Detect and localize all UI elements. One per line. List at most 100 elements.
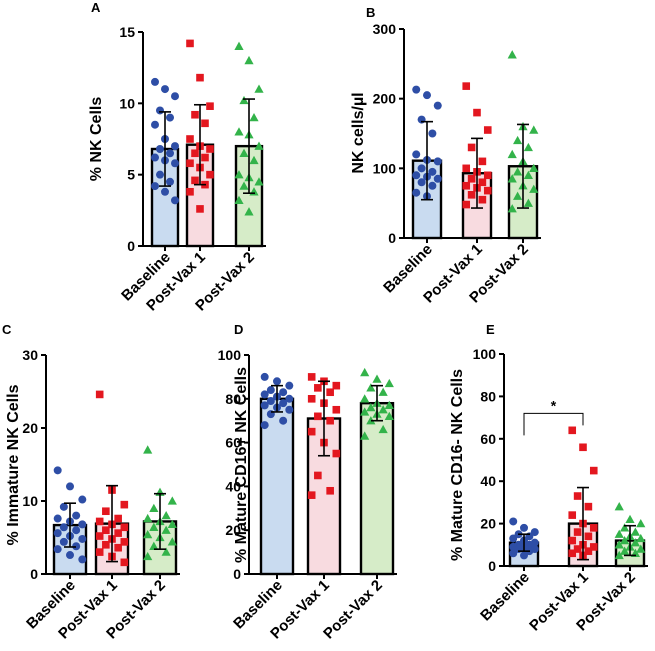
data-point (523, 142, 533, 152)
data-point (191, 149, 199, 158)
data-point (509, 534, 518, 543)
data-point (151, 120, 159, 129)
data-point (151, 77, 159, 86)
data-point (120, 558, 129, 567)
data-point (573, 492, 582, 500)
data-point (151, 182, 159, 191)
data-point (332, 449, 341, 458)
data-point (573, 528, 582, 536)
data-point (378, 387, 388, 396)
data-point (102, 507, 110, 516)
data-point (620, 523, 630, 532)
data-point (584, 547, 593, 555)
y-axis-label: NK cells/µl (350, 92, 367, 173)
data-point (462, 82, 471, 90)
y-tick-label: 20 (22, 420, 38, 436)
y-tick-label: 200 (373, 91, 397, 107)
data-point (161, 85, 169, 94)
data-point (171, 196, 179, 205)
data-point (234, 195, 244, 205)
data-point (166, 113, 174, 122)
significance-star: * (551, 397, 557, 413)
data-point (366, 383, 376, 392)
data-point (509, 517, 518, 526)
data-point (307, 491, 316, 499)
data-point (428, 129, 437, 138)
data-point (186, 135, 194, 143)
data-point (156, 106, 164, 115)
data-point (478, 178, 487, 187)
data-point (326, 416, 334, 425)
y-tick-label: 80 (225, 391, 241, 407)
y-tick-label: 10 (22, 493, 38, 509)
data-point (384, 411, 394, 420)
data-point (366, 402, 376, 412)
y-tick-label: 80 (480, 388, 496, 404)
data-point (206, 102, 214, 110)
data-point (201, 119, 209, 128)
data-point (72, 542, 81, 551)
data-point (95, 517, 104, 526)
data-point (366, 416, 376, 425)
y-tick-label: 100 (373, 160, 397, 176)
data-point (166, 177, 174, 186)
data-point (614, 550, 624, 560)
data-point (314, 471, 322, 480)
data-point (279, 399, 288, 408)
data-point (78, 495, 87, 504)
data-point (589, 543, 598, 551)
data-point (143, 551, 153, 561)
data-point (196, 205, 204, 213)
data-point (614, 540, 624, 549)
panel-c: C% Immature NK Cells0102030BaselinePost-… (2, 322, 180, 642)
data-point (260, 390, 269, 399)
data-point (630, 527, 640, 536)
panel-letter: A (91, 0, 101, 15)
data-point (507, 174, 517, 183)
data-point (636, 533, 646, 543)
data-point (620, 546, 630, 555)
data-point (244, 55, 254, 65)
data-point (360, 407, 370, 416)
y-tick-label: 100 (473, 346, 497, 362)
y-tick-label: 20 (225, 522, 241, 538)
y-axis-label: % Mature CD16+ NK Cells (233, 367, 250, 563)
panel-letter: B (366, 5, 375, 20)
data-point (244, 207, 254, 216)
y-axis-label: % NK Cells (88, 97, 105, 182)
data-point (523, 170, 533, 179)
data-point (161, 525, 171, 534)
data-point (149, 541, 159, 550)
y-tick-label: 40 (225, 478, 241, 494)
data-point (171, 92, 179, 101)
data-point (462, 200, 471, 209)
data-point (625, 514, 635, 524)
data-point (530, 528, 539, 537)
data-point (186, 39, 194, 48)
data-point (428, 181, 437, 190)
data-point (206, 145, 214, 153)
data-point (412, 188, 421, 197)
data-point (360, 367, 370, 377)
data-point (78, 534, 87, 543)
data-point (620, 535, 630, 545)
y-tick-label: 0 (127, 238, 135, 254)
data-point (483, 186, 492, 195)
data-point (529, 184, 539, 193)
data-point (206, 170, 214, 179)
data-point (114, 529, 122, 537)
data-point (483, 171, 492, 180)
data-point (478, 157, 487, 166)
data-point (239, 148, 249, 157)
data-point (513, 191, 523, 200)
data-point (332, 381, 341, 390)
data-point (636, 519, 646, 528)
data-point (254, 84, 264, 93)
y-tick-label: 100 (218, 347, 242, 363)
data-point (507, 204, 517, 213)
data-point (467, 174, 476, 183)
data-point (234, 170, 244, 179)
data-point (53, 466, 62, 475)
panel-letter: C (2, 322, 12, 337)
